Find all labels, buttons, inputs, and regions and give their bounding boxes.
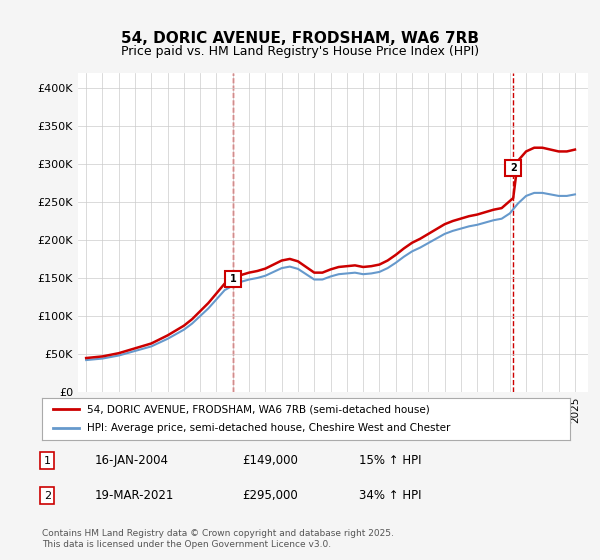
- Text: HPI: Average price, semi-detached house, Cheshire West and Chester: HPI: Average price, semi-detached house,…: [87, 423, 450, 433]
- Text: £149,000: £149,000: [242, 454, 299, 467]
- Text: 1: 1: [44, 456, 51, 465]
- Text: 1: 1: [230, 274, 237, 284]
- Text: 15% ↑ HPI: 15% ↑ HPI: [359, 454, 421, 467]
- Text: Price paid vs. HM Land Registry's House Price Index (HPI): Price paid vs. HM Land Registry's House …: [121, 45, 479, 58]
- Text: 54, DORIC AVENUE, FRODSHAM, WA6 7RB (semi-detached house): 54, DORIC AVENUE, FRODSHAM, WA6 7RB (sem…: [87, 404, 430, 414]
- Text: 19-MAR-2021: 19-MAR-2021: [95, 489, 174, 502]
- Text: £295,000: £295,000: [242, 489, 298, 502]
- Text: 54, DORIC AVENUE, FRODSHAM, WA6 7RB: 54, DORIC AVENUE, FRODSHAM, WA6 7RB: [121, 31, 479, 46]
- Text: 2: 2: [44, 491, 51, 501]
- Text: Contains HM Land Registry data © Crown copyright and database right 2025.
This d: Contains HM Land Registry data © Crown c…: [42, 529, 394, 549]
- Text: 16-JAN-2004: 16-JAN-2004: [95, 454, 169, 467]
- Text: 2: 2: [510, 163, 517, 173]
- Text: 34% ↑ HPI: 34% ↑ HPI: [359, 489, 421, 502]
